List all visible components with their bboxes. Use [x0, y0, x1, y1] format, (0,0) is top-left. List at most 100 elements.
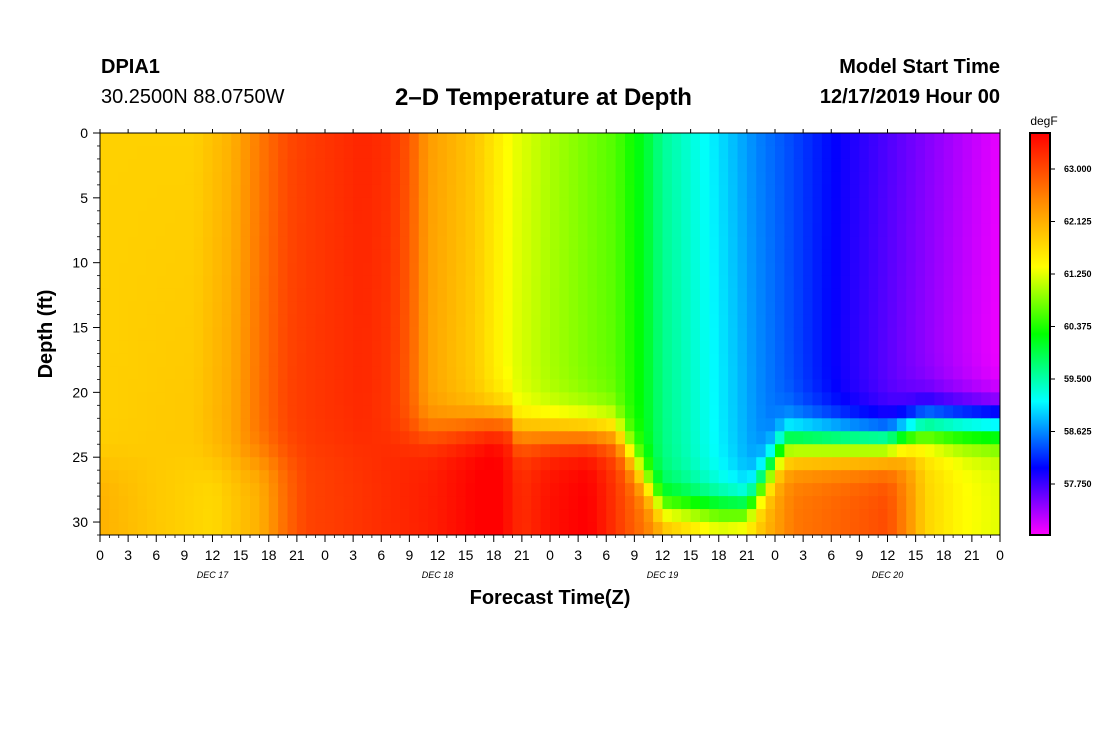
heatmap-cell [109, 262, 120, 277]
heatmap-cell [850, 509, 860, 523]
heatmap-cell [971, 418, 982, 432]
heatmap-cell [437, 353, 448, 368]
heatmap-cell [831, 184, 842, 199]
heatmap-cell [146, 145, 157, 160]
heatmap-cell [775, 496, 785, 510]
heatmap-cell [475, 262, 485, 277]
heatmap-cell [165, 301, 176, 316]
heatmap-cell [128, 314, 139, 329]
heatmap-cell [531, 509, 542, 523]
heatmap-cell [343, 171, 354, 186]
heatmap-cell [615, 496, 626, 510]
heatmap-cell [756, 327, 767, 342]
heatmap-cell [184, 197, 195, 212]
heatmap-cell [296, 197, 307, 212]
heatmap-cell [146, 158, 157, 173]
heatmap-cell [503, 314, 514, 329]
heatmap-cell [165, 210, 176, 225]
heatmap-cell [756, 158, 767, 173]
heatmap-cell [353, 340, 364, 355]
heatmap-cell [428, 457, 439, 471]
heatmap-cell [793, 262, 804, 277]
heatmap-cell [953, 223, 964, 238]
heatmap-cell [784, 366, 795, 380]
heatmap-cell [456, 509, 467, 523]
heatmap-cell [868, 262, 879, 277]
heatmap-cell [231, 405, 242, 419]
heatmap-cell [859, 379, 870, 393]
heatmap-cell [437, 262, 448, 277]
heatmap-cell [643, 340, 654, 355]
heatmap-cell [465, 145, 476, 160]
heatmap-cell [268, 301, 279, 316]
heatmap-cell [596, 366, 607, 380]
heatmap-cell [531, 158, 542, 173]
x-tick-label: 15 [458, 547, 474, 563]
heatmap-cell [325, 470, 335, 484]
heatmap-cell [568, 483, 579, 497]
heatmap-cell [896, 249, 907, 264]
heatmap-cell [606, 483, 617, 497]
heatmap-cell [165, 457, 176, 471]
heatmap-cell [493, 366, 504, 380]
heatmap-cell [906, 418, 917, 432]
heatmap-cell [446, 262, 457, 277]
heatmap-cell [737, 275, 748, 290]
heatmap-cell [540, 327, 551, 342]
heatmap-cell [381, 249, 392, 264]
heatmap-cell [418, 262, 429, 277]
heatmap-cell [100, 522, 110, 535]
heatmap-cell [287, 314, 298, 329]
heatmap-cell [306, 197, 317, 212]
heatmap-cell [203, 262, 214, 277]
heatmap-cell [728, 327, 739, 342]
x-tick-label: 6 [377, 547, 385, 563]
heatmap-cell [165, 262, 176, 277]
heatmap-cell [353, 353, 364, 368]
heatmap-cell [100, 301, 110, 316]
heatmap-cell [868, 158, 879, 173]
heatmap-cell [512, 171, 523, 186]
heatmap-cell [896, 366, 907, 380]
heatmap-cell [700, 184, 710, 199]
heatmap-cell [625, 509, 635, 523]
heatmap-cell [803, 340, 814, 355]
heatmap-cell [250, 158, 260, 173]
heatmap-cell [690, 288, 701, 303]
heatmap-cell [353, 379, 364, 393]
heatmap-cell [568, 197, 579, 212]
heatmap-cell [878, 379, 889, 393]
heatmap-cell [231, 418, 242, 432]
heatmap-cell [390, 405, 401, 419]
heatmap-cell [531, 522, 542, 535]
heatmap-cell [671, 314, 682, 329]
heatmap-cell [418, 133, 429, 147]
heatmap-cell [615, 262, 626, 277]
heatmap-cell [221, 457, 232, 471]
heatmap-cell [878, 262, 889, 277]
heatmap-cell [362, 509, 373, 523]
heatmap-cell [184, 158, 195, 173]
heatmap-cell [737, 366, 748, 380]
heatmap-cell [803, 171, 814, 186]
heatmap-cell [334, 314, 345, 329]
heatmap-cell [859, 470, 870, 484]
heatmap-cell [662, 509, 673, 523]
heatmap-cell [746, 405, 757, 419]
heatmap-cell [953, 158, 964, 173]
heatmap-cell [531, 470, 542, 484]
heatmap-cell [221, 366, 232, 380]
heatmap-cell [925, 133, 935, 147]
heatmap-cell [100, 509, 110, 523]
heatmap-cell [681, 236, 692, 251]
heatmap-cell [784, 197, 795, 212]
heatmap-cell [428, 392, 439, 406]
heatmap-cell [765, 133, 776, 147]
heatmap-cell [137, 275, 148, 290]
heatmap-cell [362, 444, 373, 458]
heatmap-cell [437, 236, 448, 251]
heatmap-cell [175, 353, 185, 368]
heatmap-cell [550, 301, 560, 316]
heatmap-cell [268, 223, 279, 238]
heatmap-cell [250, 197, 260, 212]
